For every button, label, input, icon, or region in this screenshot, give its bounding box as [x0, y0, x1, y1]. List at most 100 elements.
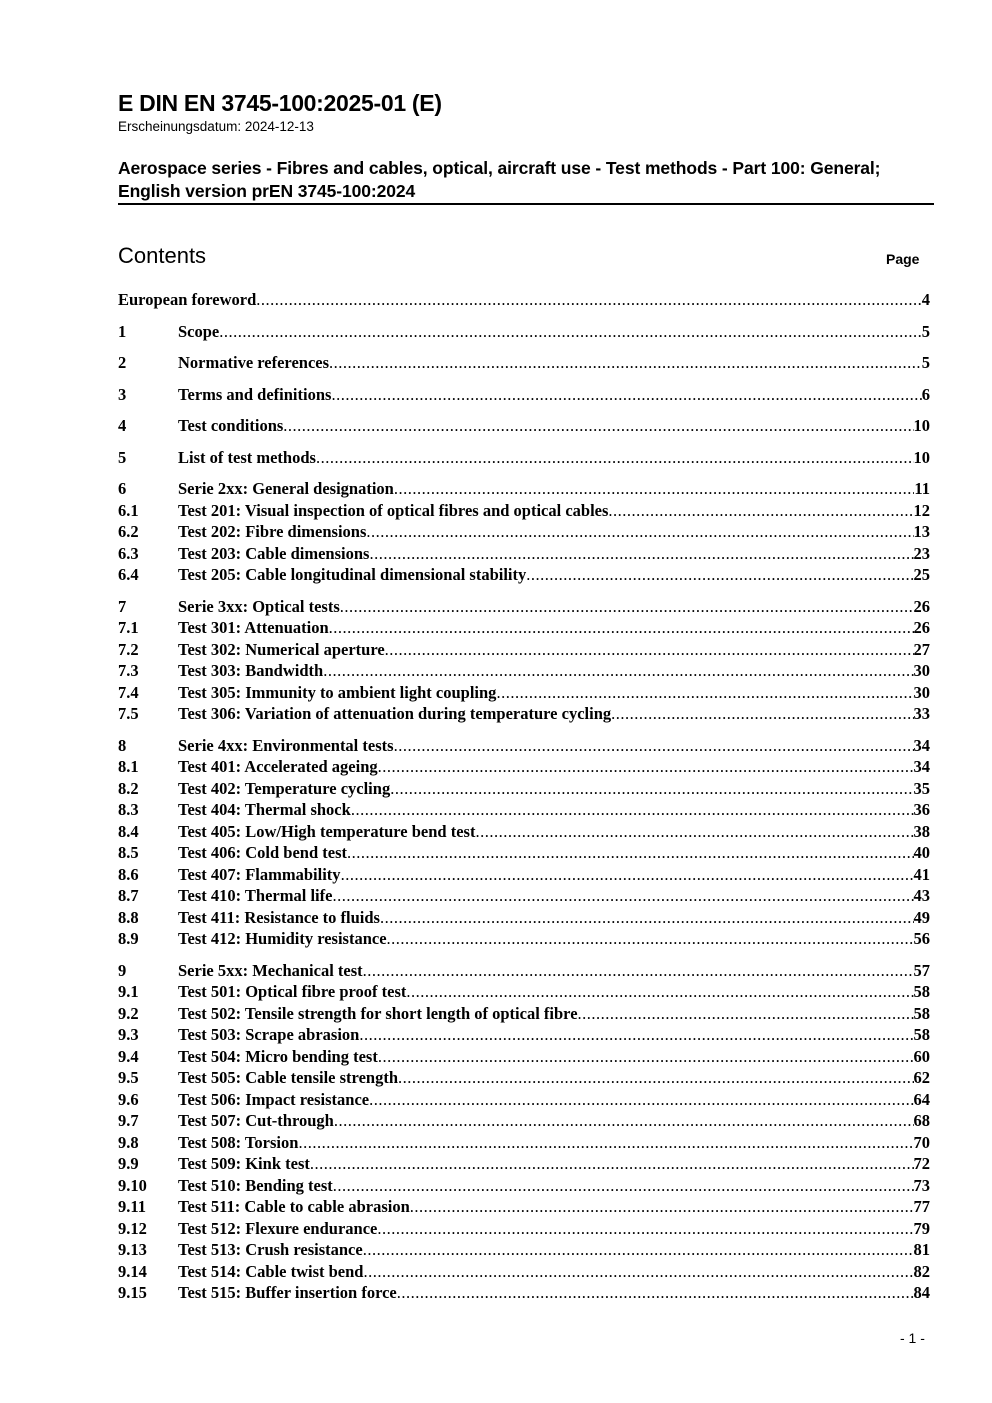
toc-entry-number: 9.4 — [118, 1046, 139, 1066]
toc-entry-number: 8 — [118, 735, 127, 755]
toc-entry-page: 26 — [913, 618, 931, 637]
toc-entry-page: 10 — [913, 447, 931, 467]
toc-group: 4 Test conditions 10 — [118, 415, 930, 437]
toc-entry[interactable]: 9.12 Test 512: Flexure endurance 79 — [118, 1218, 930, 1240]
toc-entry[interactable]: 7.1 Test 301: Attenuation 26 — [118, 617, 930, 639]
toc-entry[interactable]: 6.3 Test 203: Cable dimensions 23 — [118, 543, 930, 565]
toc-leader-dots — [387, 928, 914, 950]
toc-entry-title: Test 513: Crush resistance — [178, 1240, 363, 1259]
toc-entry[interactable]: 9.6 Test 506: Impact resistance 64 — [118, 1089, 930, 1111]
toc-entry-page: 58 — [913, 1025, 931, 1044]
toc-entry[interactable]: 8.5 Test 406: Cold bend test 40 — [118, 842, 930, 864]
toc-entry-number: 7.3 — [118, 661, 139, 680]
toc-entry-title: Test 511: Cable to cable abrasion — [178, 1197, 410, 1216]
toc-entry-title: Test 305: Immunity to ambient light coup… — [178, 682, 497, 702]
toc-entry[interactable]: 1 Scope 5 — [118, 321, 930, 343]
toc-entry-title: Test 514: Cable twist bend — [178, 1261, 364, 1281]
toc-entry[interactable]: 9.7 Test 507: Cut-through 68 — [118, 1110, 930, 1132]
toc-entry[interactable]: 8.4 Test 405: Low/High temperature bend t… — [118, 821, 930, 843]
toc-entry-page: 25 — [913, 565, 931, 584]
toc-entry[interactable]: 9.9 Test 509: Kink test 72 — [118, 1153, 930, 1175]
toc-entry[interactable]: 4 Test conditions 10 — [118, 415, 930, 437]
toc-entry-title: Serie 2xx: General designation — [178, 479, 394, 498]
toc-entry[interactable]: 7 Serie 3xx: Optical tests 26 — [118, 596, 930, 618]
toc-leader-dots — [256, 289, 921, 311]
toc-entry-title: Test 505: Cable tensile strength — [178, 1068, 398, 1087]
toc-leader-dots — [394, 478, 915, 500]
toc-group: 5 List of test methods 10 — [118, 447, 930, 469]
toc-entry-number: 8.4 — [118, 821, 139, 841]
toc-leader-dots — [323, 660, 913, 682]
toc-entry-title: Test 404: Thermal shock — [178, 800, 351, 819]
toc-entry-page: 34 — [913, 735, 931, 755]
toc-leader-dots — [366, 521, 913, 543]
toc-entry-number: 7 — [118, 596, 127, 616]
toc-entry-title: Normative references — [178, 353, 330, 372]
toc-leader-dots — [351, 799, 914, 821]
toc-group: 2 Normative references 5 — [118, 352, 930, 374]
toc-entry[interactable]: 9.5 Test 505: Cable tensile strength 62 — [118, 1067, 930, 1089]
toc-entry[interactable]: 9 Serie 5xx: Mechanical test 57 — [118, 960, 930, 982]
toc-entry-page: 35 — [913, 778, 931, 798]
toc-entry-page: 73 — [913, 1175, 931, 1195]
toc-entry[interactable]: 9.8 Test 508: Torsion 70 — [118, 1132, 930, 1154]
toc-entry-page: 77 — [913, 1197, 931, 1216]
toc-entry-page: 81 — [913, 1240, 931, 1259]
toc-entry[interactable]: 8.3 Test 404: Thermal shock 36 — [118, 799, 930, 821]
toc-leader-dots — [475, 821, 913, 843]
toc-entry[interactable]: 6.2 Test 202: Fibre dimensions 13 — [118, 521, 930, 543]
toc-entry[interactable]: 8.1 Test 401: Accelerated ageing 34 — [118, 756, 930, 778]
toc-entry-title: Test 405: Low/High temperature bend test — [178, 821, 476, 841]
toc-leader-dots — [496, 682, 913, 704]
toc-leader-dots — [611, 703, 913, 725]
toc-leader-dots — [398, 1067, 914, 1089]
toc-entry[interactable]: 7.2 Test 302: Numerical aperture 27 — [118, 639, 930, 661]
toc-entry[interactable]: European foreword 4 — [118, 289, 930, 311]
toc-entry-page: 70 — [913, 1132, 931, 1152]
toc-entry[interactable]: 8.6 Test 407: Flammability 41 — [118, 864, 930, 886]
toc-entry-title: Test 411: Resistance to fluids — [178, 907, 380, 927]
toc-entry[interactable]: 6 Serie 2xx: General designation 11 — [118, 478, 930, 500]
toc-entry[interactable]: 5 List of test methods 10 — [118, 447, 930, 469]
toc-entry[interactable]: 7.3 Test 303: Bandwidth 30 — [118, 660, 930, 682]
toc-entry[interactable]: 7.5 Test 306: Variation of attenuation du… — [118, 703, 930, 725]
toc-entry-page: 30 — [913, 661, 931, 680]
toc-entry-page: 34 — [913, 757, 931, 776]
toc-entry[interactable]: 6.1 Test 201: Visual inspection of optica… — [118, 500, 930, 522]
toc-entry[interactable]: 7.4 Test 305: Immunity to ambient light c… — [118, 682, 930, 704]
toc-entry-number: 9.8 — [118, 1132, 139, 1152]
toc-entry[interactable]: 8.9 Test 412: Humidity resistance 56 — [118, 928, 930, 950]
toc-entry[interactable]: 8 Serie 4xx: Environmental tests 34 — [118, 735, 930, 757]
toc-entry[interactable]: 9.1 Test 501: Optical fibre proof test 58 — [118, 981, 930, 1003]
toc-entry[interactable]: 8.2 Test 402: Temperature cycling 35 — [118, 778, 930, 800]
toc-entry[interactable]: 9.3 Test 503: Scrape abrasion 58 — [118, 1024, 930, 1046]
toc-group: European foreword 4 — [118, 289, 930, 311]
toc-leader-dots — [369, 1089, 913, 1111]
toc-entry-number: 6.1 — [118, 500, 139, 520]
toc-entry[interactable]: 9.11 Test 511: Cable to cable abrasion 77 — [118, 1196, 930, 1218]
toc-leader-dots — [363, 960, 914, 982]
toc-entry[interactable]: 8.8 Test 411: Resistance to fluids 49 — [118, 907, 930, 929]
toc-entry[interactable]: 9.2 Test 502: Tensile strength for short … — [118, 1003, 930, 1025]
toc-entry[interactable]: 2 Normative references 5 — [118, 352, 930, 374]
toc-entry-page: 62 — [913, 1068, 931, 1087]
toc-group: 3 Terms and definitions 6 — [118, 384, 930, 406]
toc-entry-title: Serie 4xx: Environmental tests — [178, 735, 394, 755]
toc-entry[interactable]: 3 Terms and definitions 6 — [118, 384, 930, 406]
toc-leader-dots — [364, 1261, 914, 1283]
toc-entry-title: Test 302: Numerical aperture — [178, 639, 385, 659]
toc-leader-dots — [369, 543, 913, 565]
toc-entry[interactable]: 9.13 Test 513: Crush resistance 81 — [118, 1239, 930, 1261]
toc-entry[interactable]: 6.4 Test 205: Cable longitudinal dimensio… — [118, 564, 930, 586]
toc-entry[interactable]: 8.7 Test 410: Thermal life 43 — [118, 885, 930, 907]
toc-entry[interactable]: 9.14 Test 514: Cable twist bend 82 — [118, 1261, 930, 1283]
toc-entry-page: 11 — [914, 479, 930, 498]
toc-entry-number: 3 — [118, 384, 127, 404]
toc-leader-dots — [219, 321, 922, 343]
toc-entry[interactable]: 9.15 Test 515: Buffer insertion force 84 — [118, 1282, 930, 1304]
toc-entry[interactable]: 9.4 Test 504: Micro bending test 60 — [118, 1046, 930, 1068]
toc-leader-dots — [406, 981, 913, 1003]
toc-entry[interactable]: 9.10 Test 510: Bending test 73 — [118, 1175, 930, 1197]
toc-entry-number: 6.3 — [118, 543, 139, 563]
toc-entry-page: 64 — [913, 1089, 931, 1109]
